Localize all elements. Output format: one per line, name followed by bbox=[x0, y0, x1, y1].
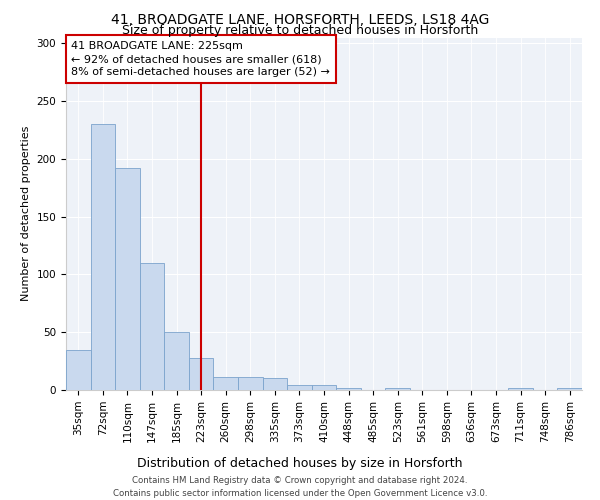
Bar bbox=[115, 168, 140, 390]
Text: 41, BROADGATE LANE, HORSFORTH, LEEDS, LS18 4AG: 41, BROADGATE LANE, HORSFORTH, LEEDS, LS… bbox=[111, 12, 489, 26]
Text: Contains HM Land Registry data © Crown copyright and database right 2024.
Contai: Contains HM Land Registry data © Crown c… bbox=[113, 476, 487, 498]
Bar bbox=[385, 388, 410, 390]
Bar bbox=[508, 388, 533, 390]
Bar bbox=[287, 386, 312, 390]
Bar bbox=[66, 350, 91, 390]
Bar bbox=[238, 378, 263, 390]
Y-axis label: Number of detached properties: Number of detached properties bbox=[21, 126, 31, 302]
Text: Distribution of detached houses by size in Horsforth: Distribution of detached houses by size … bbox=[137, 458, 463, 470]
Bar bbox=[140, 263, 164, 390]
Bar bbox=[214, 378, 238, 390]
Bar bbox=[557, 388, 582, 390]
Bar bbox=[336, 388, 361, 390]
Text: 41 BROADGATE LANE: 225sqm
← 92% of detached houses are smaller (618)
8% of semi-: 41 BROADGATE LANE: 225sqm ← 92% of detac… bbox=[71, 41, 330, 78]
Text: Size of property relative to detached houses in Horsforth: Size of property relative to detached ho… bbox=[122, 24, 478, 37]
Bar bbox=[91, 124, 115, 390]
Bar bbox=[189, 358, 214, 390]
Bar bbox=[263, 378, 287, 390]
Bar bbox=[312, 386, 336, 390]
Bar bbox=[164, 332, 189, 390]
